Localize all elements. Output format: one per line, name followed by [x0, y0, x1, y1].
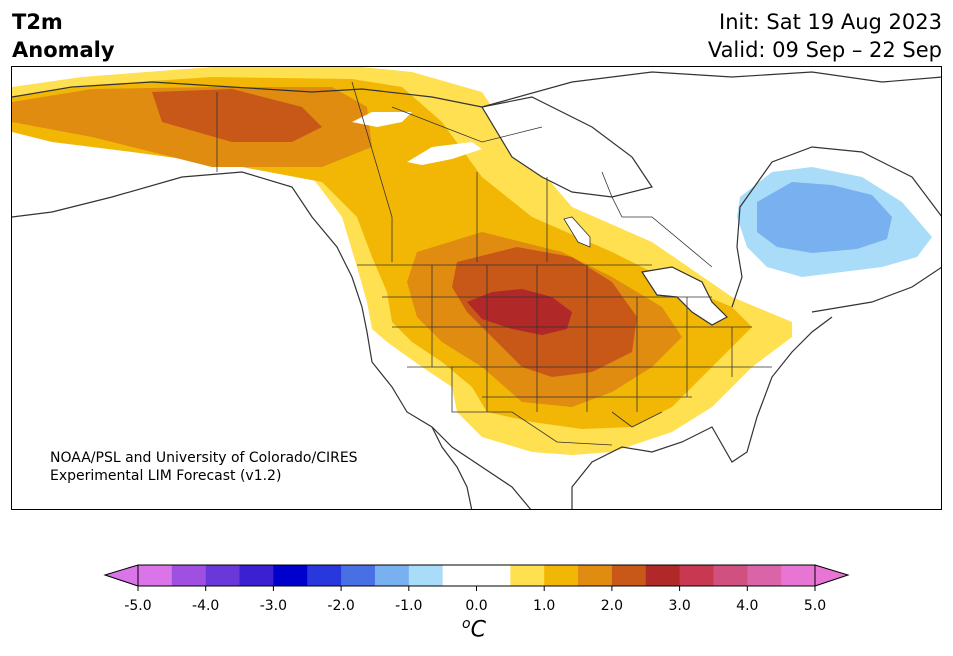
hudson-bay — [481, 96, 653, 198]
colorbar-swatch — [544, 565, 579, 586]
political-borders — [216, 81, 772, 446]
arctic-ice-1 — [352, 112, 412, 127]
arctic-coast — [12, 71, 941, 108]
colorbar-swatch — [510, 565, 545, 586]
anomaly-band-2.5 — [467, 289, 572, 335]
anomaly-map: NOAA/PSL and University of Colorado/CIRE… — [11, 66, 942, 510]
colorbar-swatch — [341, 565, 376, 586]
colorbar-swatch — [781, 565, 816, 586]
colorbar-tick-label: 3.0 — [668, 598, 691, 614]
colorbar-swatch — [645, 565, 681, 586]
lake-winnipeg — [563, 216, 591, 248]
title-line-1: T2m — [12, 10, 63, 34]
colorbar-swatch — [307, 565, 342, 586]
forecast-dates: Init: Sat 19 Aug 2023 Valid: 09 Sep – 22… — [708, 8, 942, 64]
degree-symbol: o — [462, 616, 471, 632]
colorbar-swatch — [138, 565, 173, 586]
colorbar-extend-high — [814, 564, 850, 587]
east-canada-coast — [731, 146, 941, 313]
gulf-coastline — [571, 316, 833, 509]
colorbar-swatch — [713, 565, 748, 586]
colorbar-unit: oC — [462, 616, 486, 642]
colorbar-tick-label: -1.0 — [395, 598, 423, 614]
colorbar — [103, 564, 850, 591]
title-line-2: Anomaly — [12, 38, 115, 62]
credit-line-1: NOAA/PSL and University of Colorado/CIRE… — [50, 450, 358, 466]
colorbar-tick-label: -3.0 — [259, 598, 288, 614]
colorbar-ticks — [137, 586, 816, 591]
colorbar-swatch — [273, 565, 308, 586]
colorbar-swatch — [679, 565, 714, 586]
colorbar-swatch — [171, 565, 207, 586]
colorbar-swatch — [747, 565, 782, 586]
colorbar-tick-label: 0.0 — [465, 598, 488, 614]
colorbar-extend-low — [103, 564, 139, 587]
unit-letter: C — [470, 617, 486, 643]
colorbar-swatch — [442, 565, 477, 586]
west-coastline — [12, 171, 532, 509]
colorbar-swatch — [408, 565, 444, 586]
colorbar-swatch — [611, 565, 647, 586]
colorbar-swatches — [138, 565, 816, 586]
great-lakes — [640, 266, 728, 326]
colorbar-swatch — [476, 565, 511, 586]
colorbar-swatch — [205, 565, 241, 586]
map-canvas — [12, 67, 941, 509]
colorbar-tick-label: 2.0 — [600, 598, 624, 614]
colorbar-tick-label: -2.0 — [327, 598, 355, 614]
map-title: T2m Anomaly — [12, 8, 115, 64]
colorbar-swatch — [578, 565, 613, 586]
arctic-ice-2 — [407, 142, 482, 165]
colorbar-tick-label: 5.0 — [803, 598, 827, 614]
cool-anomaly-band-1.0 — [757, 182, 892, 253]
credit-text: NOAA/PSL and University of Colorado/CIRE… — [50, 449, 358, 485]
colorbar-tick-label: -4.0 — [192, 598, 220, 614]
colorbar-swatch — [239, 565, 274, 586]
colorbar-swatch — [374, 565, 410, 586]
colorbar-tick-label: -5.0 — [124, 598, 152, 614]
init-date: Init: Sat 19 Aug 2023 — [719, 10, 942, 34]
valid-range: Valid: 09 Sep – 22 Sep — [707, 38, 942, 62]
credit-line-2: Experimental LIM Forecast (v1.2) — [50, 468, 282, 484]
baja-peninsula — [431, 426, 473, 509]
colorbar-tick-label: 4.0 — [736, 598, 759, 614]
colorbar-tick-label: 1.0 — [533, 598, 556, 614]
